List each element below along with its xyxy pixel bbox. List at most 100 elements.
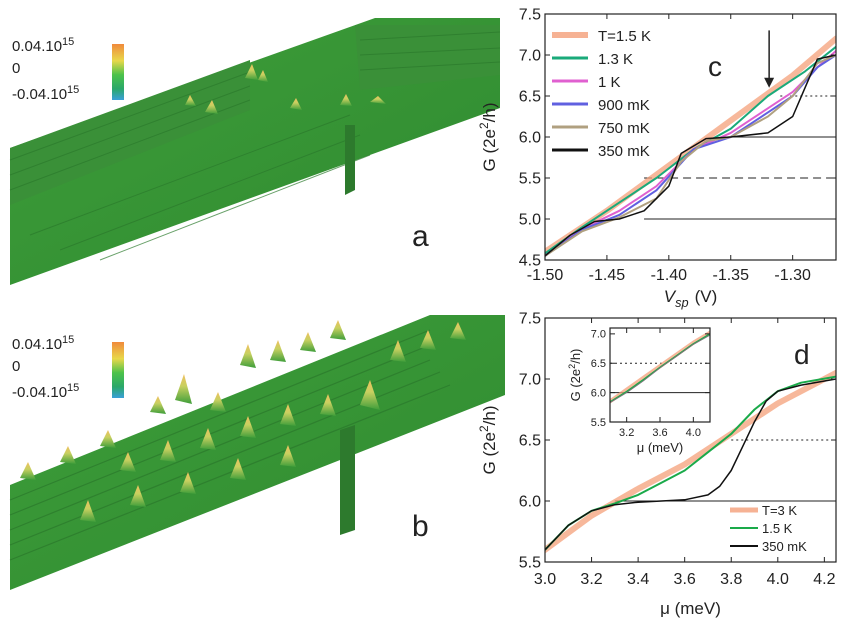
chart-c-ytick-label: 7.0 <box>519 48 541 65</box>
chart-c-series-line <box>545 54 836 257</box>
colorbar-a-mid-label: 0 <box>12 60 21 77</box>
chart-c-xlabel-text: V <box>664 287 677 306</box>
chart-d-xtick-label: 3.6 <box>674 571 696 588</box>
chart-inset-ylabel-text: G (2e <box>568 369 583 402</box>
chart-d-panel-letter: d <box>794 339 810 370</box>
chart-c-xlabel-unit: (V) <box>695 287 718 306</box>
colorbar-a-max-exp: 15 <box>62 36 75 48</box>
chart-c-xtick-label: -1.35 <box>713 267 750 284</box>
chart-c-ylabel-text: G (2e <box>480 129 499 172</box>
chart-d-xtick-label: 4.0 <box>767 571 789 588</box>
surface-a-plateau-right <box>355 25 500 90</box>
colorbar-b-min-text: -0.04.10 <box>12 384 68 401</box>
colorbar-b-min-label: -0.04.1015 <box>12 382 79 401</box>
surface-b-peaks <box>20 320 466 522</box>
chart-c-ytick-label: 6.0 <box>519 130 541 147</box>
chart-inset-xtick-label: 4.0 <box>686 427 701 439</box>
chart-c-legend-label: 750 mK <box>598 120 650 137</box>
panel-letter-a: a <box>412 220 429 253</box>
chart-inset: 3.2 3.6 4.0 5.5 6.0 6.5 7.0 G (2e2/h) μ (meV) <box>567 327 711 455</box>
chart-inset-ytick-label: 6.5 <box>591 358 606 370</box>
chart-d-xtick-label: 4.2 <box>813 571 835 588</box>
chart-c-legend-label: 1 K <box>598 74 621 91</box>
chart-c-xlabel: Vsp (V) <box>664 287 717 310</box>
surface-a-side <box>345 125 355 195</box>
chart-inset-xtick-label: 3.6 <box>652 427 667 439</box>
chart-d-xtick-label: 3.4 <box>627 571 649 588</box>
surface-a-peaks <box>185 64 386 114</box>
chart-d-ytick-label: 5.5 <box>519 555 541 572</box>
colorbar-a-min-label: -0.04.1015 <box>12 84 79 103</box>
chart-d-legend-label: 1.5 K <box>762 521 793 536</box>
chart-d-xlabel-text: μ (meV) <box>660 599 721 618</box>
colorbar-a-max-label: 0.04.1015 <box>12 36 74 55</box>
colorbar-b <box>112 342 124 398</box>
chart-c: -1.50 -1.45 -1.40 -1.35 -1.30 4.5 5.0 5.5 6.0 6.5… <box>477 7 837 310</box>
chart-c-arrow-head <box>764 77 775 88</box>
chart-c-ytick-label: 4.5 <box>519 253 541 270</box>
chart-c-ylabel: G (2e2/h) <box>477 103 499 172</box>
chart-d-legend-label: T=3 K <box>762 503 797 518</box>
chart-c-series-line <box>545 54 836 257</box>
colorbar-a <box>112 44 124 100</box>
chart-inset-xlabel: μ (meV) <box>637 440 684 455</box>
surface-panel-a <box>9 18 501 285</box>
chart-inset-ylabel: G (2e2/h) <box>567 349 583 402</box>
chart-d-xtick-label: 3.8 <box>720 571 742 588</box>
colorbar-a-min-text: -0.04.10 <box>12 86 68 103</box>
chart-c-ytick-label: 7.5 <box>519 7 541 24</box>
surface-b-top <box>10 315 505 590</box>
surface-panel-b <box>9 315 505 590</box>
chart-c-xtick-label: -1.40 <box>651 267 688 284</box>
chart-d-legend-label: 350 mK <box>762 539 807 554</box>
chart-d: 3.0 3.2 3.4 3.6 3.8 4.0 4.2 5.5 6.0 6.5 7.0 7.5 G (2… <box>477 311 837 618</box>
chart-inset-series-line <box>610 330 710 404</box>
chart-d-ytick-label: 6.0 <box>519 494 541 511</box>
colorbar-b-mid-label: 0 <box>12 358 21 375</box>
chart-d-series-line <box>545 378 836 551</box>
chart-c-legend-label: 900 mK <box>598 97 650 114</box>
colorbar-a-max-text: 0.04.10 <box>12 38 63 55</box>
chart-d-series-line <box>545 369 836 553</box>
colorbar-b-min-exp: 15 <box>67 382 80 394</box>
chart-d-xtick-label: 3.0 <box>534 571 556 588</box>
chart-inset-ylabel-end: /h) <box>568 349 583 364</box>
chart-c-ytick-label: 6.5 <box>519 89 541 106</box>
colorbar-b-max-text: 0.04.10 <box>12 336 63 353</box>
chart-c-ytick-label: 5.5 <box>519 171 541 188</box>
surface-b-side <box>340 425 355 535</box>
chart-d-ylabel: G (2e2/h) <box>477 406 499 475</box>
chart-d-ylabel-text: G (2e <box>480 432 499 475</box>
chart-d-ytick-label: 7.0 <box>519 372 541 389</box>
chart-c-legend-label: 1.3 K <box>598 51 633 68</box>
chart-c-ytick-label: 5.0 <box>519 212 541 229</box>
chart-d-ytick-label: 6.5 <box>519 433 541 450</box>
chart-d-ylabel-end: /h) <box>480 406 499 426</box>
chart-d-ytick-label: 7.5 <box>519 311 541 328</box>
chart-d-xtick-label: 3.2 <box>580 571 602 588</box>
chart-c-xlabel-sub: sp <box>675 295 688 310</box>
chart-inset-series-line <box>610 334 710 404</box>
chart-inset-ytick-label: 5.5 <box>591 417 606 429</box>
chart-d-xlabel: μ (meV) <box>660 599 721 618</box>
panel-letter-b: b <box>412 510 429 543</box>
chart-inset-ytick-label: 7.0 <box>591 329 606 341</box>
chart-c-xtick-label: -1.30 <box>774 267 811 284</box>
chart-inset-xlabel-text: μ (meV) <box>637 440 684 455</box>
chart-c-panel-letter: c <box>708 51 722 82</box>
colorbar-b-max-exp: 15 <box>62 334 75 346</box>
chart-c-series-line <box>545 35 836 255</box>
chart-c-ylabel-sup: 2 <box>477 122 491 129</box>
chart-inset-ytick-label: 6.0 <box>591 387 606 399</box>
chart-c-series-line <box>545 54 836 257</box>
surface-a-stripes <box>9 31 501 261</box>
colorbar-a-min-exp: 15 <box>67 84 80 96</box>
chart-inset-xtick-label: 3.2 <box>619 427 634 439</box>
chart-c-legend-label: T=1.5 K <box>598 28 651 45</box>
chart-c-xtick-label: -1.50 <box>527 267 564 284</box>
chart-inset-ylabel-sup: 2 <box>567 364 577 369</box>
chart-d-ylabel-sup: 2 <box>477 425 491 432</box>
chart-c-xtick-label: -1.45 <box>589 267 626 284</box>
chart-c-ylabel-end: /h) <box>480 103 499 123</box>
chart-c-legend-label: 350 mK <box>598 143 650 160</box>
